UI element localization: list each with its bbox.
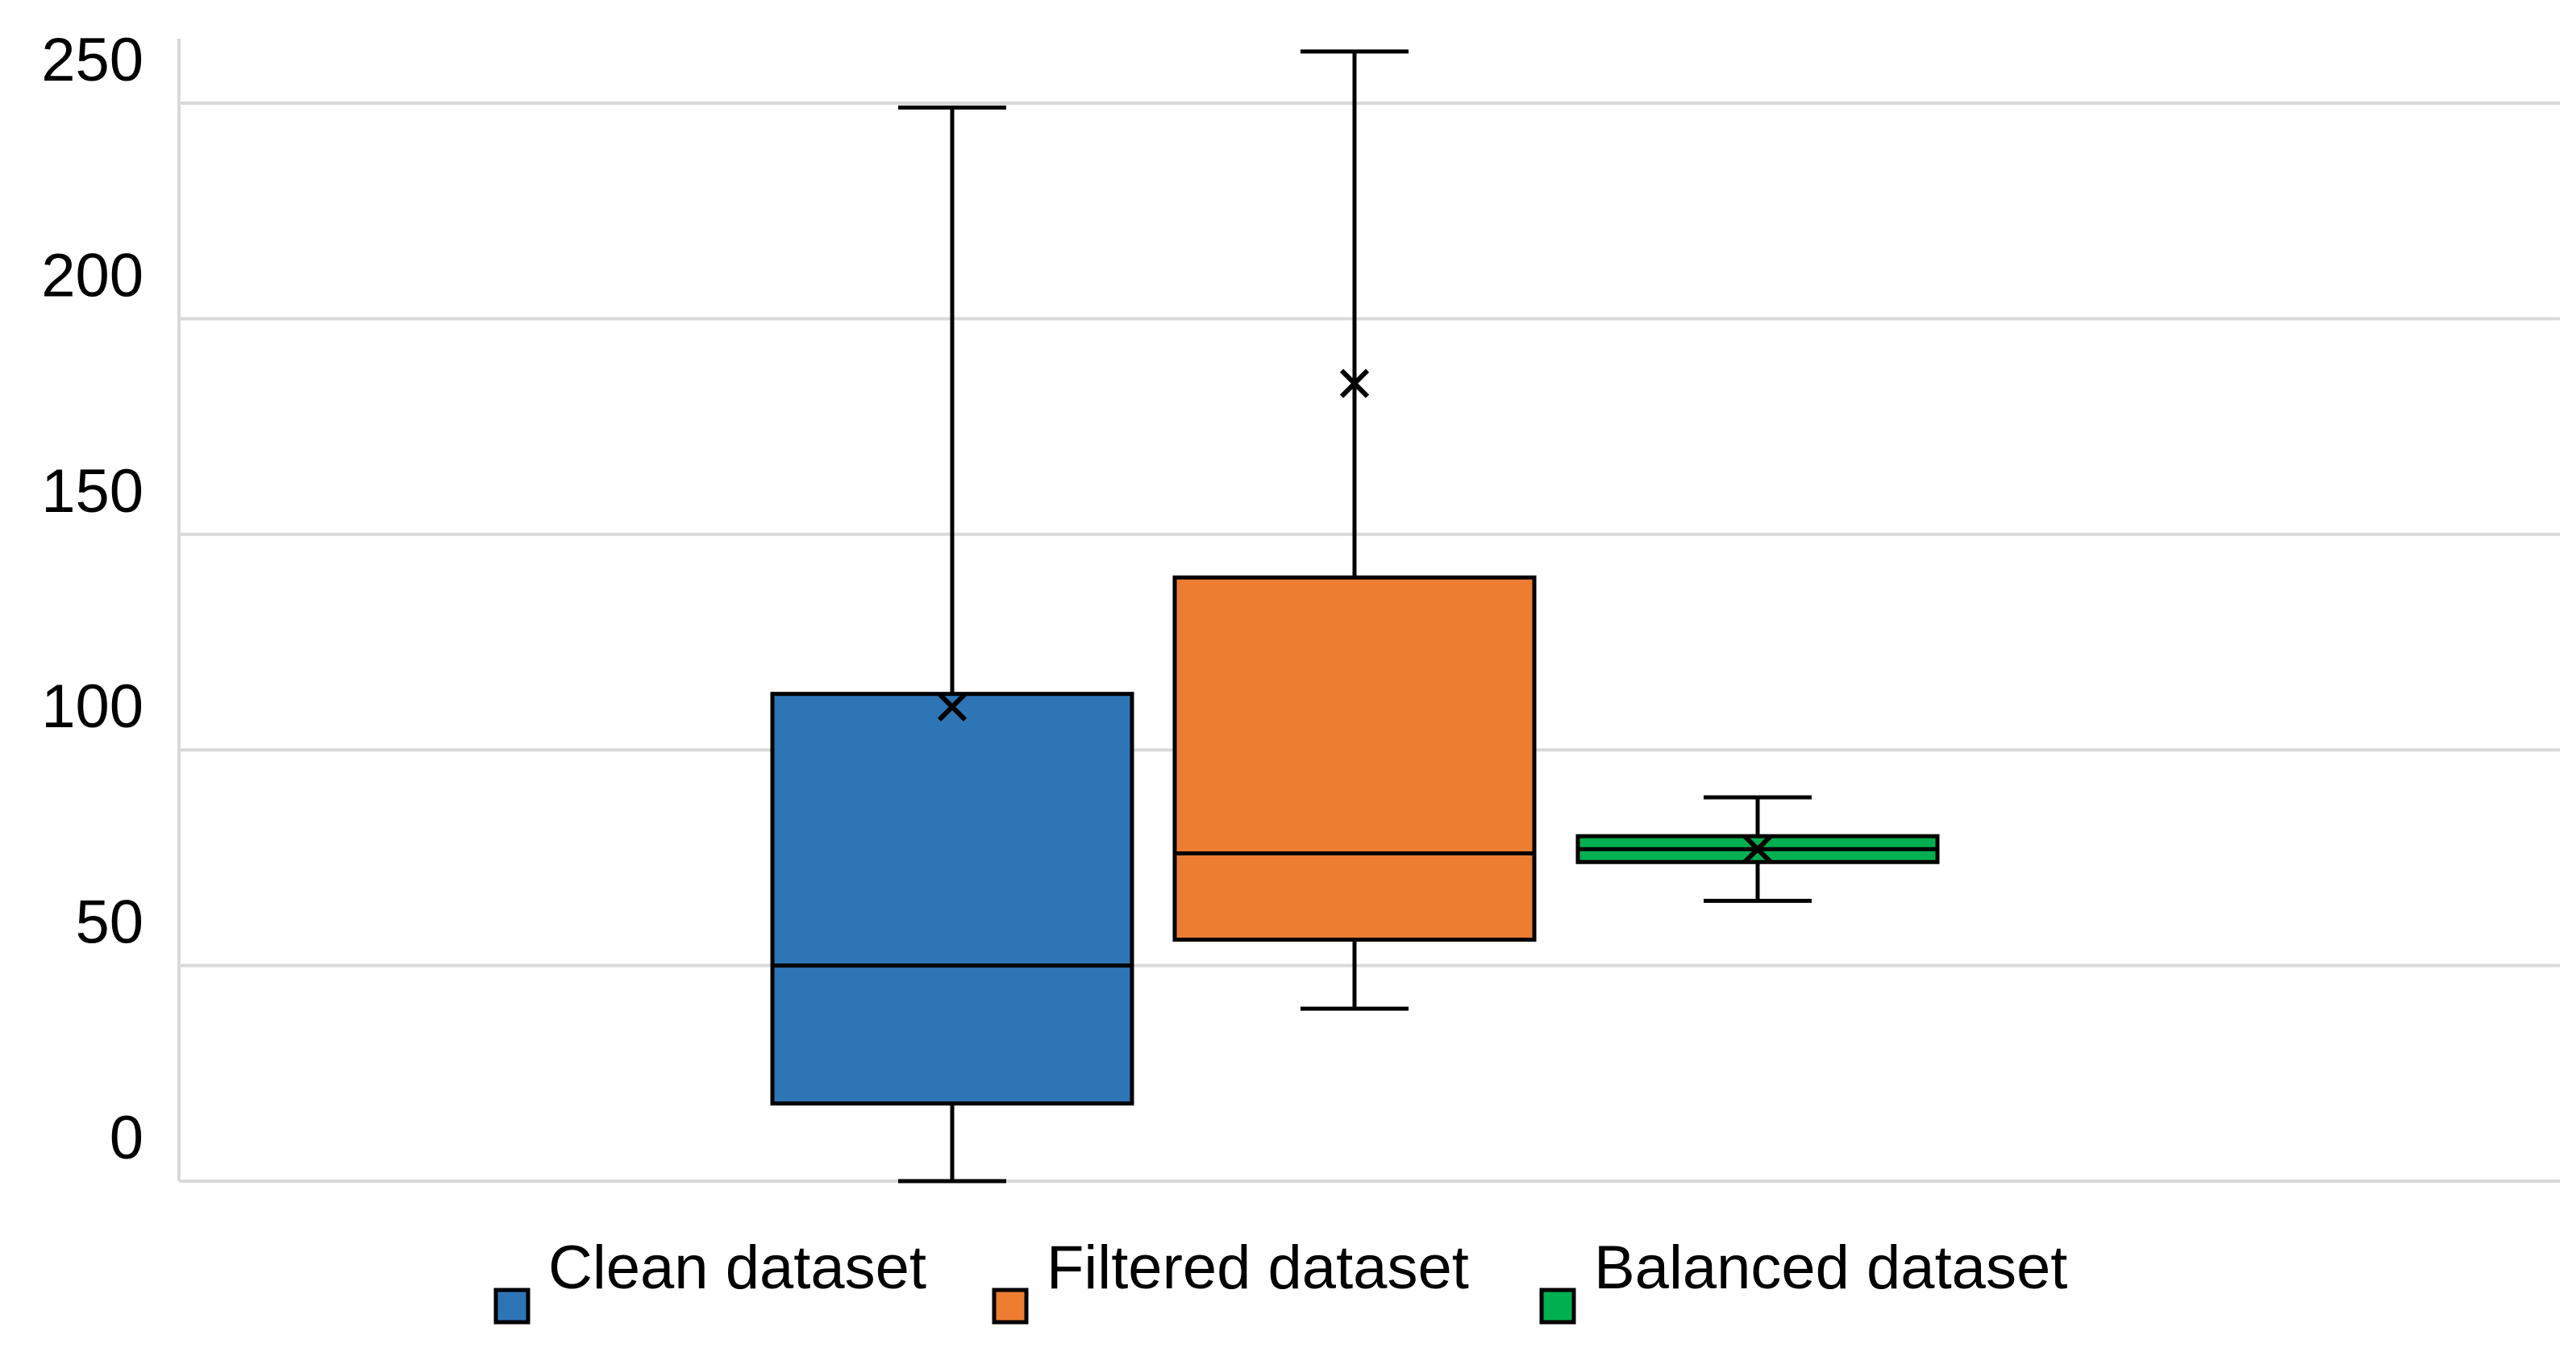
- legend-swatch: [1539, 1288, 1576, 1325]
- y-axis-ticks: 0 50 100 150 200 250: [41, 26, 144, 1172]
- y-tick-label: 0: [110, 1104, 144, 1172]
- legend-item-filtered-dataset[interactable]: Filtered dataset: [992, 1234, 1469, 1325]
- y-tick-label: 50: [75, 888, 144, 957]
- legend-label: Filtered dataset: [1047, 1234, 1469, 1302]
- box-clean-dataset: [770, 105, 1134, 1184]
- legend-label: Balanced dataset: [1594, 1234, 2067, 1302]
- y-tick-label: 200: [41, 241, 144, 310]
- mean-marker: [1339, 368, 1370, 398]
- y-tick-label: 150: [41, 457, 144, 526]
- y-tick-label: 100: [41, 672, 144, 741]
- axes: [177, 39, 2560, 1183]
- iqr-box: [1172, 575, 1537, 942]
- gridlines: [179, 102, 2560, 967]
- box-balanced-dataset: [1575, 795, 1940, 903]
- legend-label: Clean dataset: [548, 1234, 926, 1302]
- legend-item-balanced-dataset[interactable]: Balanced dataset: [1539, 1234, 2067, 1325]
- legend: Clean dataset Filtered dataset Balanced da…: [493, 1234, 2067, 1325]
- legend-item-clean-dataset[interactable]: Clean dataset: [493, 1234, 926, 1325]
- mean-marker: [937, 692, 968, 722]
- legend-swatch: [493, 1288, 531, 1325]
- mean-marker: [1742, 834, 1773, 864]
- boxes: [770, 49, 1940, 1184]
- iqr-box: [770, 692, 1134, 1106]
- y-tick-label: 250: [41, 26, 144, 94]
- legend-swatch: [992, 1288, 1029, 1325]
- box-filtered-dataset: [1172, 49, 1537, 1011]
